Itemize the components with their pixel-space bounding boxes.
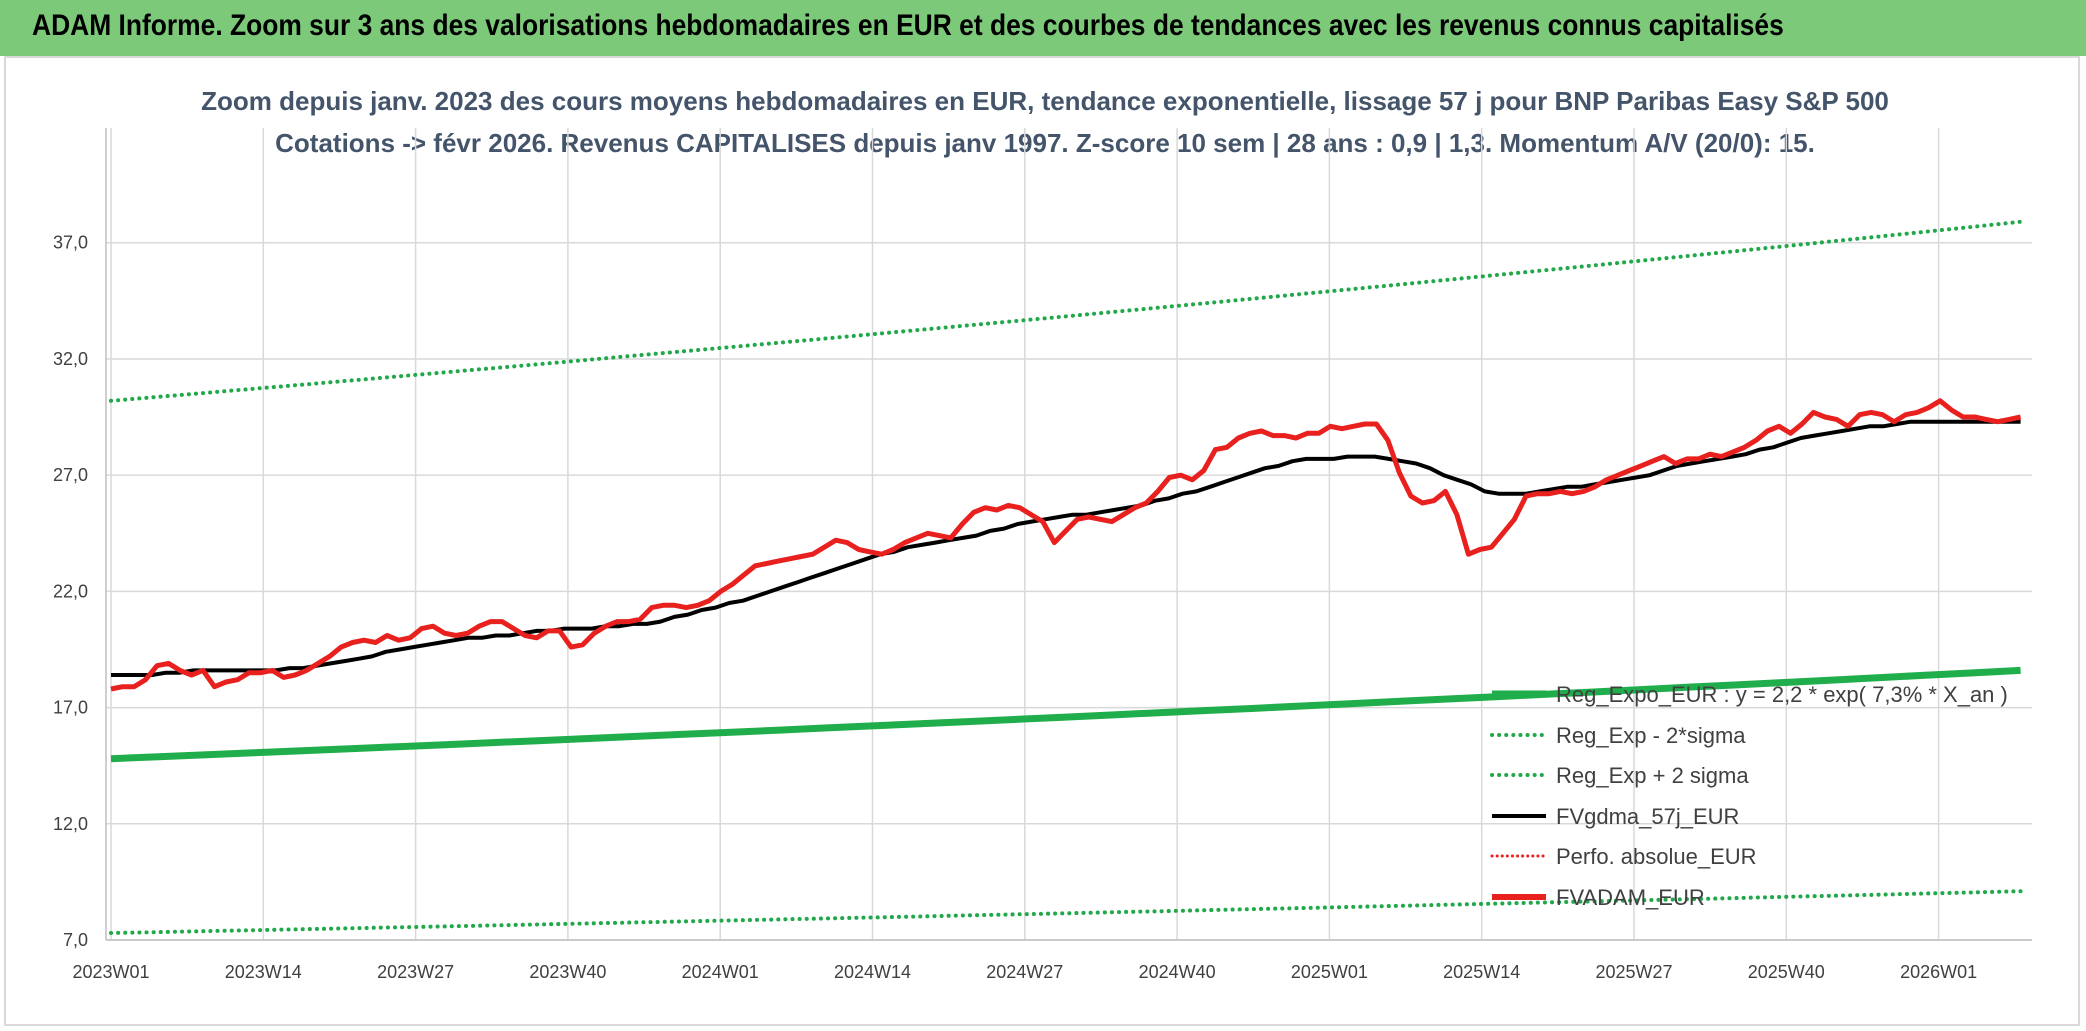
x-axis: 2023W01 2023W14 2023W27 2023W40 2024W01 2024W… (72, 939, 2032, 982)
legend: Reg_Expo_EUR : y = 2,2 * exp( 7,3% * X_a… (1490, 682, 2008, 910)
x-tick-label: 2025W27 (1595, 962, 1672, 982)
grid (106, 128, 2032, 941)
x-tick-label: 2026W01 (1900, 962, 1977, 982)
x-tick-label: 2024W27 (986, 962, 1063, 982)
reg-exp-minus-2sigma-line (109, 889, 2023, 935)
x-tick-label: 2025W14 (1443, 962, 1520, 982)
x-tick-label: 2023W27 (377, 962, 454, 982)
report-banner: ADAM Informe. Zoom sur 3 ans des valoris… (0, 0, 2086, 56)
legend-label: Reg_Expo_EUR : y = 2,2 * exp( 7,3% * X_a… (1556, 682, 2008, 707)
x-tick-label: 2025W01 (1291, 962, 1368, 982)
x-tick-label: 2024W01 (682, 962, 759, 982)
y-tick-label: 17,0 (53, 698, 88, 718)
legend-label: FVADAM_EUR (1556, 885, 1705, 910)
y-tick-label: 27,0 (53, 465, 88, 485)
y-tick-label: 37,0 (53, 233, 88, 253)
chart-title: Zoom depuis janv. 2023 des cours moyens … (201, 86, 1889, 116)
legend-label: Perfo. absolue_EUR (1556, 844, 1757, 869)
y-tick-label: 12,0 (53, 814, 88, 834)
y-tick-label: 32,0 (53, 349, 88, 369)
x-tick-label: 2023W14 (225, 962, 302, 982)
chart-subtitle: Cotations -> févr 2026. Revenus CAPITALI… (275, 128, 1815, 158)
y-tick-label: 7,0 (63, 930, 88, 950)
y-tick-label: 22,0 (53, 581, 88, 601)
x-tick-label: 2025W40 (1748, 962, 1825, 982)
legend-label: FVgdma_57j_EUR (1556, 804, 1739, 829)
fvadam-eur-line (110, 398, 2022, 692)
report-title: ADAM Informe. Zoom sur 3 ans des valoris… (32, 9, 1784, 42)
legend-label: Reg_Exp - 2*sigma (1556, 723, 1746, 748)
y-axis: 7,0 12,0 17,0 22,0 27,0 32,0 37,0 (53, 128, 107, 950)
reg-exp-plus-2sigma-line (109, 219, 2023, 403)
reg-expo-line (110, 666, 2021, 763)
fvgdma-57j-line (111, 419, 2021, 677)
x-tick-label: 2023W40 (529, 962, 606, 982)
x-tick-label: 2024W14 (834, 962, 911, 982)
chart-frame (4, 56, 2080, 1026)
x-tick-label: 2023W01 (72, 962, 149, 982)
series-layer (109, 219, 2023, 935)
legend-label: Reg_Exp + 2 sigma (1556, 763, 1749, 788)
x-tick-label: 2024W40 (1139, 962, 1216, 982)
